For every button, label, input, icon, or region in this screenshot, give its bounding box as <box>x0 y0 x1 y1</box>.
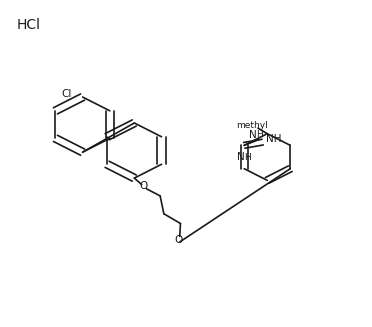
Text: NH: NH <box>266 134 282 144</box>
Text: Cl: Cl <box>61 89 71 99</box>
Text: N: N <box>237 152 245 162</box>
Text: methyl: methyl <box>237 121 268 130</box>
Text: O: O <box>140 181 148 191</box>
Text: O: O <box>174 235 183 245</box>
Text: N: N <box>249 129 257 140</box>
Text: HCl: HCl <box>16 18 40 32</box>
Text: H: H <box>256 130 263 139</box>
Text: H: H <box>244 152 251 162</box>
